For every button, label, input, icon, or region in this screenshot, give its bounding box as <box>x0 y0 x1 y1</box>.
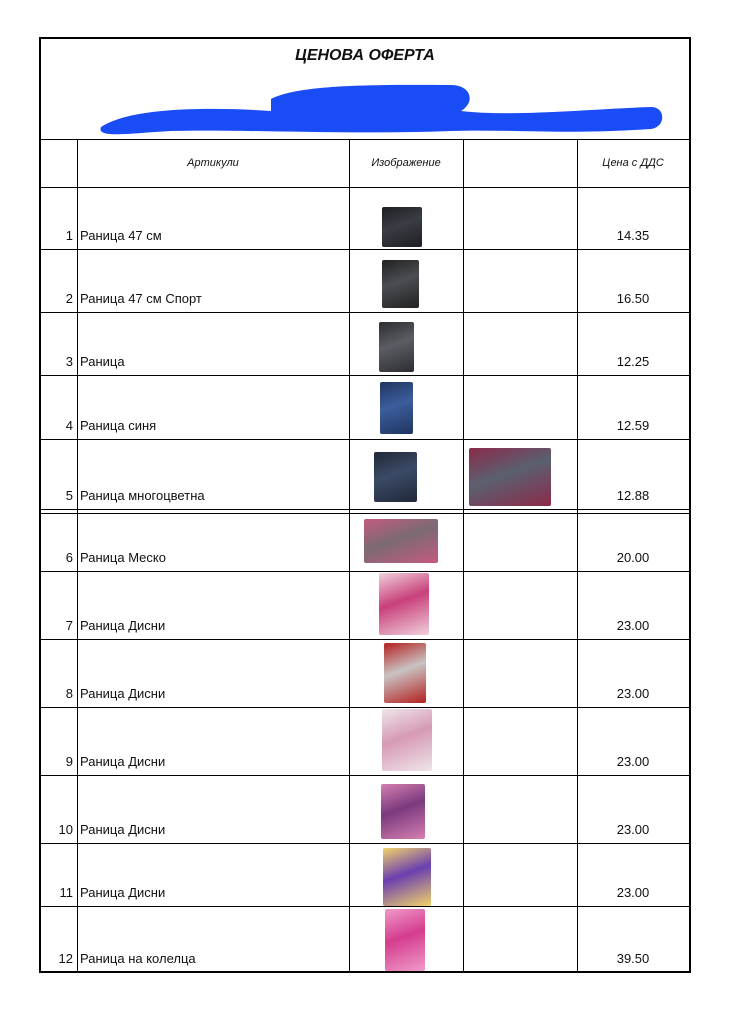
row-number: 3 <box>65 354 73 369</box>
row-number: 9 <box>65 754 73 769</box>
backpack-trolley-photo <box>385 909 425 971</box>
backpack-disney-cars-photo <box>384 643 426 703</box>
row-divider <box>41 571 689 572</box>
backpack-multicolor-photo <box>374 452 417 502</box>
price-value: 23.00 <box>616 754 650 769</box>
article-name: Раница многоцветна <box>80 488 205 503</box>
row-divider <box>41 375 689 376</box>
article-name: Раница Дисни <box>80 686 166 701</box>
backpacks-mesko-photo <box>364 519 438 563</box>
title-divider <box>41 139 689 140</box>
header-article: Артикули <box>187 157 239 169</box>
article-name: Раница Меско <box>80 550 166 565</box>
column-divider <box>463 139 464 971</box>
row-divider <box>41 843 689 844</box>
row-number: 5 <box>65 488 73 503</box>
redaction-scribble <box>100 84 663 135</box>
row-number: 8 <box>65 686 73 701</box>
column-divider <box>349 139 350 971</box>
row-number: 12 <box>58 951 73 966</box>
row-divider <box>41 639 689 640</box>
row-divider <box>41 707 689 708</box>
backpack-gray-photo <box>379 322 414 372</box>
price-value: 12.59 <box>616 418 650 433</box>
document-title: ЦЕНОВА ОФЕРТА <box>295 47 435 64</box>
article-name: Раница синя <box>80 418 157 433</box>
row-divider <box>41 312 689 313</box>
price-value: 16.50 <box>616 291 650 306</box>
row-number: 2 <box>65 291 73 306</box>
price-value: 12.25 <box>616 354 650 369</box>
price-value: 39.50 <box>616 951 650 966</box>
article-name: Раница Дисни <box>80 618 166 633</box>
backpack-disney-white-photo <box>382 709 432 771</box>
row-divider <box>41 509 689 510</box>
article-name: Раница на колелца <box>80 951 196 966</box>
redaction-shape <box>100 84 663 135</box>
price-value: 23.00 <box>616 686 650 701</box>
row-divider <box>41 513 689 514</box>
row-number: 4 <box>65 418 73 433</box>
row-divider <box>41 439 689 440</box>
row-number: 1 <box>65 228 73 243</box>
backpack-black-photo <box>382 207 422 247</box>
header-price: Цена с ДДС <box>602 157 664 169</box>
row-number: 11 <box>59 885 74 900</box>
backpack-disney-purple-photo <box>381 784 425 839</box>
row-divider <box>41 906 689 907</box>
row-divider <box>41 249 689 250</box>
article-name: Раница 47 см Спорт <box>80 291 202 306</box>
price-value: 12.88 <box>616 488 650 503</box>
article-name: Раница Дисни <box>80 754 166 769</box>
row-number: 6 <box>65 550 73 565</box>
article-name: Раница Дисни <box>80 822 166 837</box>
price-value: 23.00 <box>616 885 650 900</box>
backpack-disney-barbie-photo <box>383 848 431 906</box>
row-number: 7 <box>65 618 73 633</box>
column-divider <box>77 139 78 971</box>
article-name: Раница Дисни <box>80 885 166 900</box>
price-offer-sheet: ЦЕНОВА ОФЕРТА Артикули Изображение Цена … <box>39 37 691 973</box>
header-image: Изображение <box>371 157 441 169</box>
article-name: Раница <box>80 354 125 369</box>
row-divider <box>41 775 689 776</box>
price-value: 23.00 <box>616 618 650 633</box>
price-value: 23.00 <box>616 822 650 837</box>
price-value: 20.00 <box>616 550 650 565</box>
backpack-sport-photo <box>382 260 419 308</box>
row-divider <box>41 972 689 973</box>
backpack-blue-photo <box>380 382 413 434</box>
row-number: 10 <box>58 822 73 837</box>
backpack-disney-pink-photo <box>379 573 429 635</box>
price-value: 14.35 <box>616 228 650 243</box>
article-name: Раница 47 см <box>80 228 162 243</box>
column-divider <box>577 139 578 971</box>
row-divider <box>41 187 689 188</box>
backpacks-group-photo <box>469 448 551 506</box>
